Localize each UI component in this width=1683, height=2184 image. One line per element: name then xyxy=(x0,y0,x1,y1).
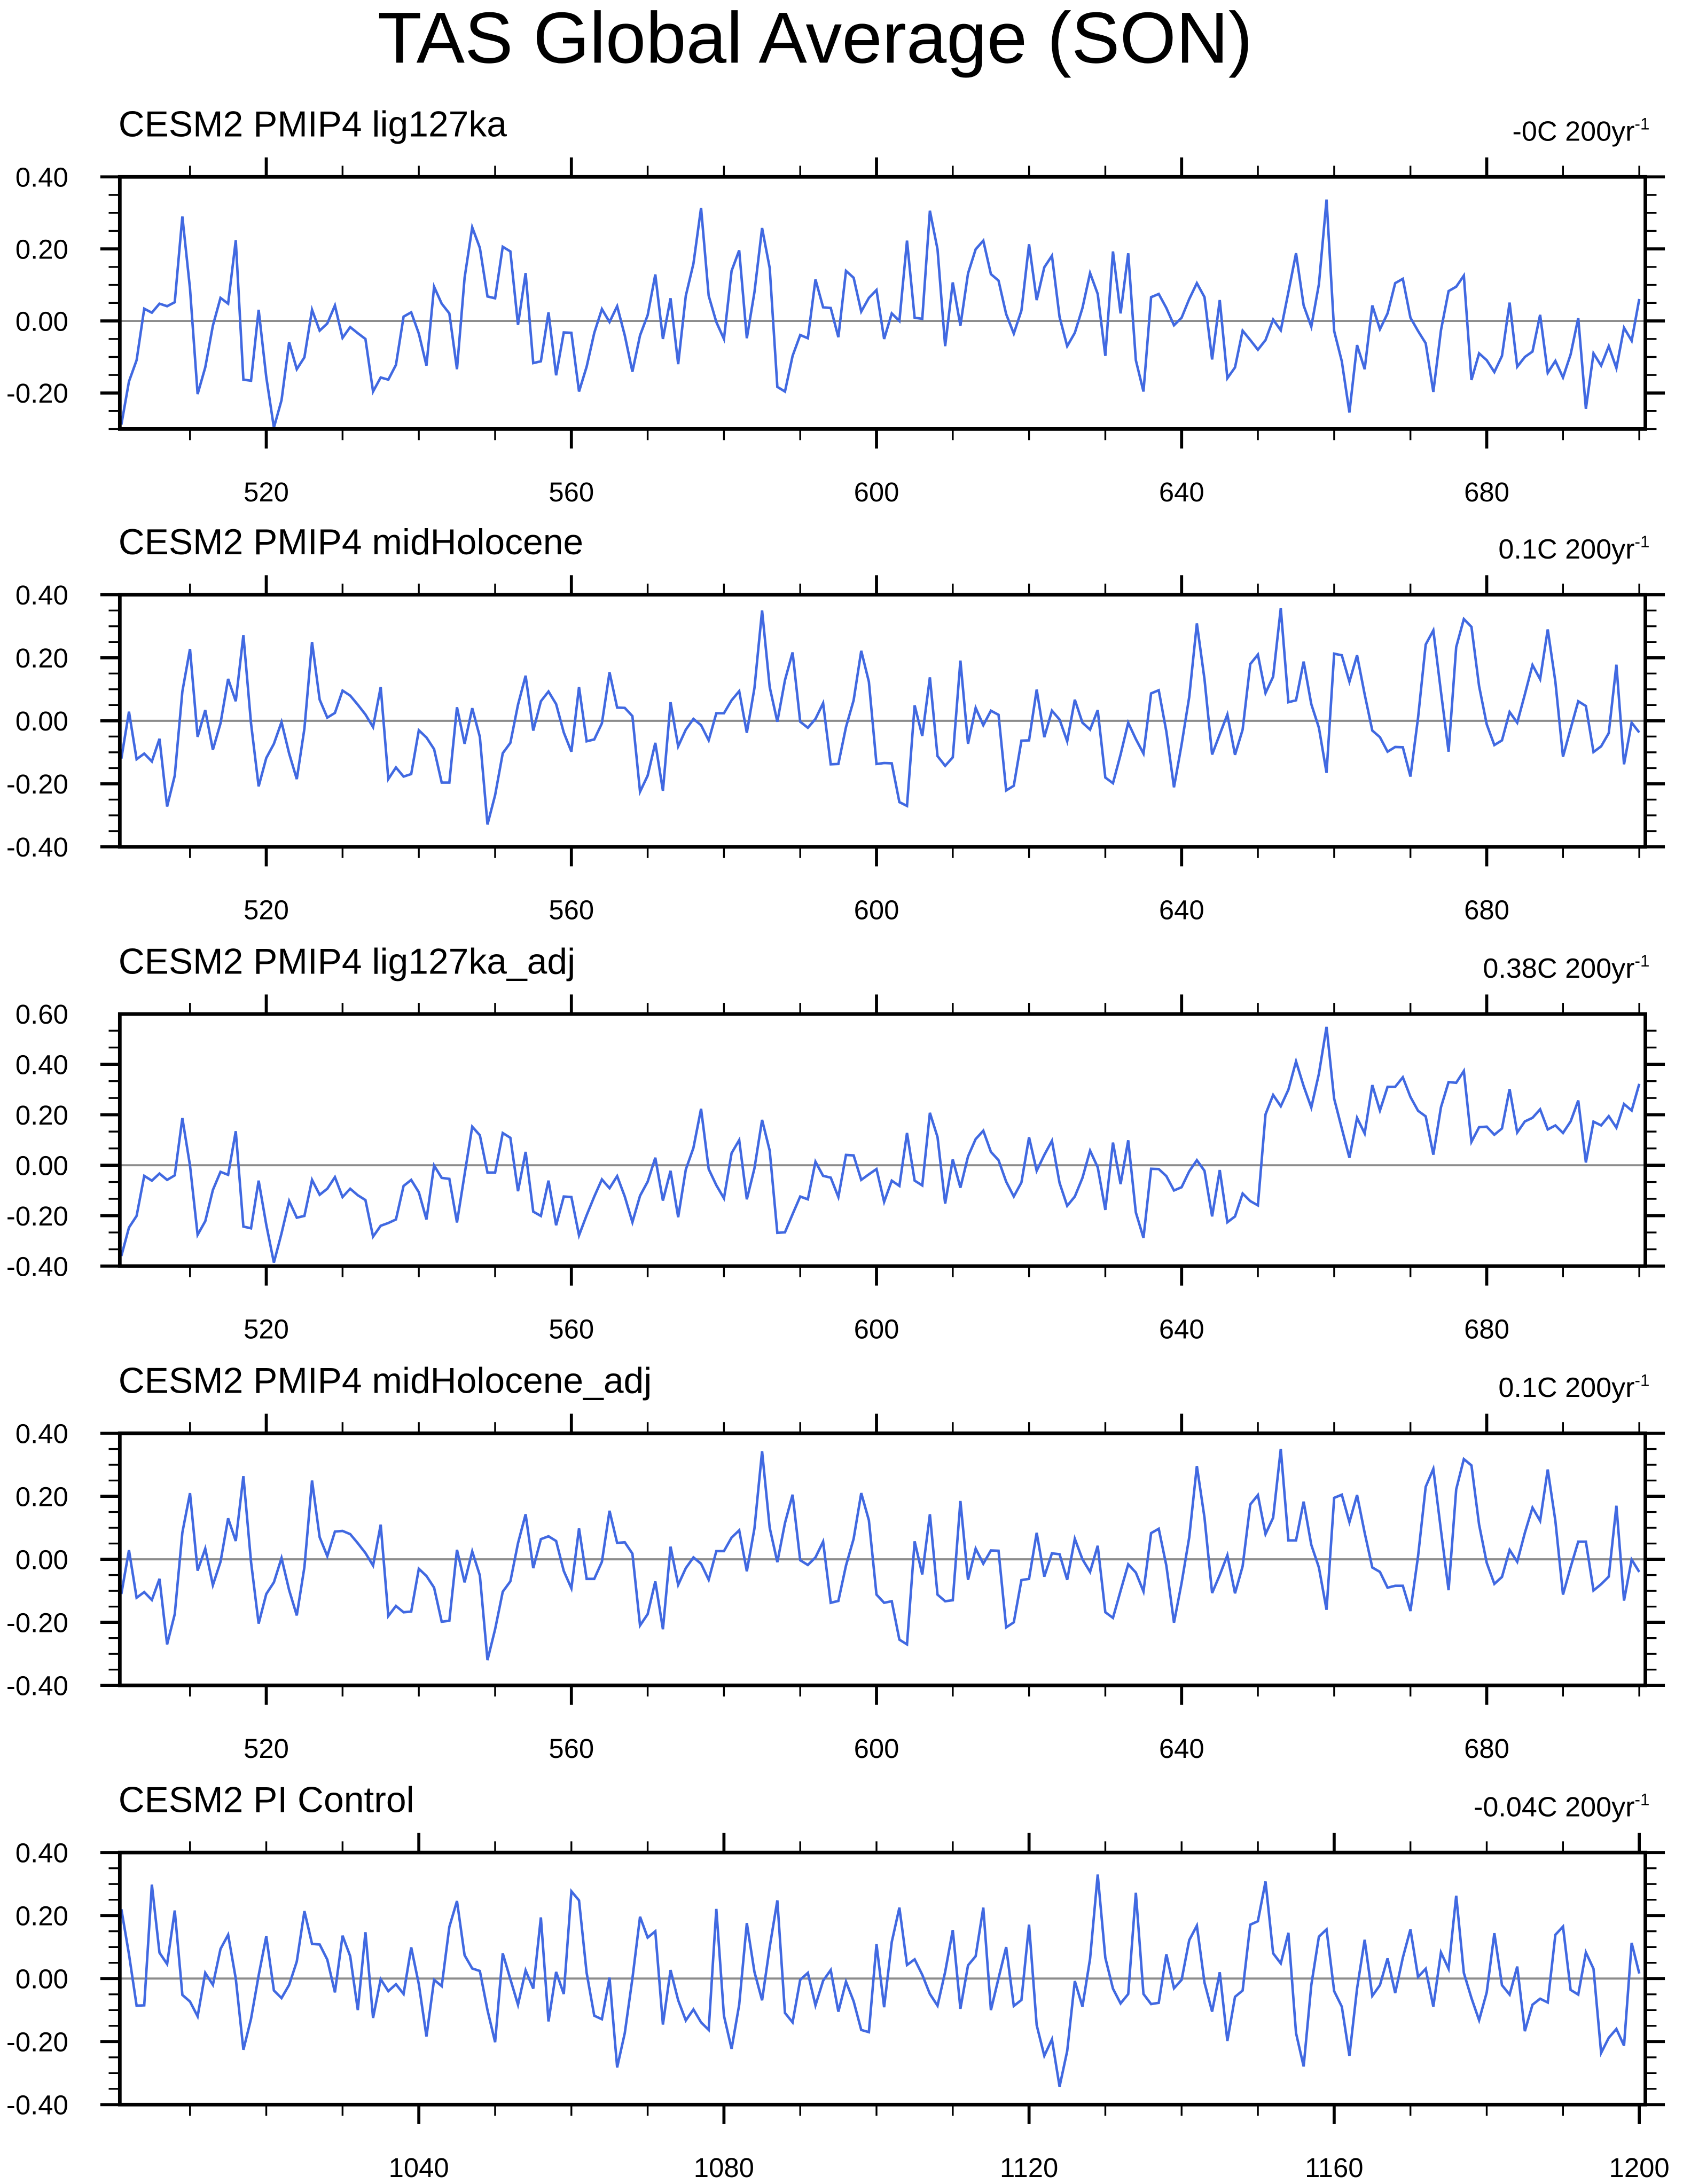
x-tick-label: 1080 xyxy=(694,2152,754,2183)
panel-title: CESM2 PMIP4 midHolocene_adj xyxy=(119,1361,652,1401)
x-tick-label: 560 xyxy=(549,1733,594,1764)
y-tick-label: 0.40 xyxy=(15,1418,68,1449)
x-tick-label: 600 xyxy=(854,895,899,925)
y-tick-label: 0.40 xyxy=(15,1050,68,1080)
plot-frame xyxy=(118,1012,1647,1268)
plot-frame xyxy=(118,593,1647,849)
y-tick-label: 0.20 xyxy=(15,234,68,264)
x-tick-label: 600 xyxy=(854,477,899,507)
x-tick-label: 1040 xyxy=(389,2152,449,2183)
x-tick-label: 600 xyxy=(854,1733,899,1764)
y-tick-label: -0.20 xyxy=(6,1607,68,1638)
plot-frame xyxy=(118,1850,1647,2107)
panel-4: CESM2 PMIP4 midHolocene_adj 0.1C 200yr-1 5… xyxy=(6,1361,1665,1764)
panel-title: CESM2 PMIP4 lig127ka xyxy=(119,105,507,145)
y-tick-label: 0.40 xyxy=(15,162,68,193)
series-line xyxy=(120,608,1640,825)
series-line xyxy=(120,1874,1641,2087)
x-tick-label: 520 xyxy=(244,895,289,925)
figure-title: TAS Global Average (SON) xyxy=(378,0,1253,78)
y-tick-label: -0.20 xyxy=(6,769,68,799)
panel-5: CESM2 PI Control -0.04C 200yr-1 1040 1080 11… xyxy=(6,1780,1670,2183)
y-tick-label: 0.20 xyxy=(15,1900,68,1931)
y-tick-label: -0.20 xyxy=(6,378,68,408)
y-tick-label: -0.20 xyxy=(6,2027,68,2057)
trend-value: -0.04C 200yr xyxy=(1474,1792,1635,1822)
trend-exponent: -1 xyxy=(1635,115,1650,133)
x-tick-label: 640 xyxy=(1159,477,1204,507)
plot-frame xyxy=(118,175,1647,431)
y-tick-label: 0.40 xyxy=(15,1837,68,1868)
trend-exponent: -1 xyxy=(1635,1371,1650,1389)
y-tick-label: 0.00 xyxy=(15,306,68,336)
x-tick-label: 1200 xyxy=(1609,2152,1670,2183)
panel-title: CESM2 PMIP4 midHolocene xyxy=(119,522,583,562)
y-tick-label: -0.40 xyxy=(6,1670,68,1701)
trend-label: -0C 200yr-1 xyxy=(1513,115,1650,147)
panel-1: CESM2 PMIP4 lig127ka -0C 200yr-1 520 560 600… xyxy=(6,105,1665,507)
y-tick-label: -0.40 xyxy=(6,2090,68,2120)
y-tick-label: -0.20 xyxy=(6,1201,68,1231)
trend-label: 0.38C 200yr-1 xyxy=(1483,952,1649,984)
x-tick-label: 680 xyxy=(1464,1314,1509,1345)
y-tick-label: 0.00 xyxy=(15,1964,68,1994)
y-tick-label: 0.20 xyxy=(15,1481,68,1512)
plot-frame xyxy=(118,1431,1647,1687)
panel-2: CESM2 PMIP4 midHolocene 0.1C 200yr-1 520 56… xyxy=(6,522,1665,925)
x-tick-label: 560 xyxy=(549,1314,594,1345)
trend-exponent: -1 xyxy=(1635,952,1650,970)
x-tick-label: 1120 xyxy=(1000,2152,1058,2183)
y-tick-label: 0.60 xyxy=(15,999,68,1030)
y-tick-label: 0.00 xyxy=(15,1544,68,1575)
x-tick-label: 680 xyxy=(1464,895,1509,925)
x-tick-label: 640 xyxy=(1159,1314,1204,1345)
x-tick-label: 680 xyxy=(1464,477,1509,507)
panel-title: CESM2 PMIP4 lig127ka_adj xyxy=(119,941,575,981)
series-line xyxy=(120,199,1641,428)
trend-value: -0C 200yr xyxy=(1513,116,1635,147)
y-tick-label: 0.00 xyxy=(15,1150,68,1181)
x-tick-label: 520 xyxy=(244,1314,289,1345)
trend-label: 0.1C 200yr-1 xyxy=(1498,1371,1649,1403)
trend-value: 0.1C 200yr xyxy=(1498,1372,1634,1403)
trend-label: -0.04C 200yr-1 xyxy=(1474,1790,1649,1823)
x-tick-label: 600 xyxy=(854,1314,899,1345)
y-tick-label: -0.40 xyxy=(6,1251,68,1282)
y-tick-label: 0.40 xyxy=(15,580,68,610)
x-tick-label: 560 xyxy=(549,895,594,925)
x-tick-label: 520 xyxy=(244,477,289,507)
x-tick-label: 1160 xyxy=(1305,2152,1363,2183)
series-line xyxy=(120,1449,1641,1661)
panel-title: CESM2 PI Control xyxy=(119,1780,414,1820)
x-tick-label: 520 xyxy=(244,1733,289,1764)
trend-value: 0.1C 200yr xyxy=(1498,534,1634,565)
x-tick-label: 640 xyxy=(1159,895,1204,925)
y-tick-label: 0.20 xyxy=(15,643,68,673)
panel-3: CESM2 PMIP4 lig127ka_adj 0.38C 200yr-1 520… xyxy=(6,941,1665,1345)
x-tick-label: 640 xyxy=(1159,1733,1204,1764)
trend-label: 0.1C 200yr-1 xyxy=(1498,532,1649,565)
y-tick-label: 0.00 xyxy=(15,706,68,736)
trend-exponent: -1 xyxy=(1635,1790,1650,1809)
trend-exponent: -1 xyxy=(1635,532,1650,551)
trend-value: 0.38C 200yr xyxy=(1483,953,1634,984)
x-tick-label: 560 xyxy=(549,477,594,507)
x-tick-label: 680 xyxy=(1464,1733,1509,1764)
y-tick-label: -0.40 xyxy=(6,832,68,862)
y-tick-label: 0.20 xyxy=(15,1100,68,1130)
series-line xyxy=(120,1026,1641,1263)
